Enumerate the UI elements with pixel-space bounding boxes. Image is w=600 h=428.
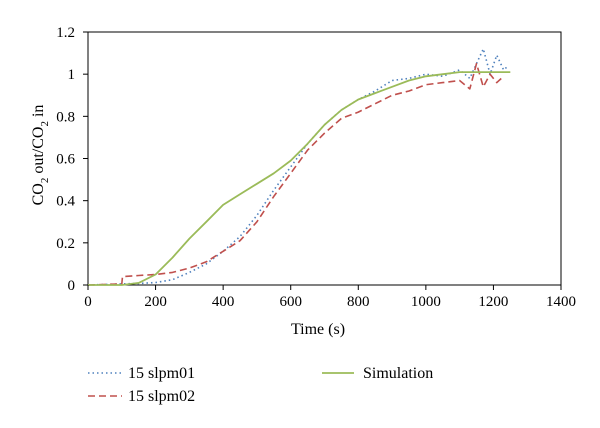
x-tick-label: 1400 — [546, 294, 576, 310]
y-axis-title-sub-2: 2 — [39, 121, 51, 127]
y-tick-label: 0.4 — [56, 194, 75, 210]
legend-label-15-slpm01: 15 slpm01 — [128, 365, 195, 382]
x-tick-label: 800 — [347, 294, 370, 310]
x-tick-label: 1200 — [478, 294, 508, 310]
plot-frame — [87, 31, 562, 286]
x-tick-label: 600 — [279, 294, 302, 310]
legend: 15 slpm01 15 slpm02 Simulation — [88, 365, 433, 405]
legend-label-15-slpm02: 15 slpm02 — [128, 388, 195, 405]
x-tick-label: 400 — [212, 294, 235, 310]
axes — [87, 31, 562, 286]
series-line-15-slpm01 — [87, 48, 510, 286]
series-line-simulation — [88, 71, 511, 286]
x-tick-label: 200 — [144, 294, 167, 310]
y-axis-title-part-3: in — [30, 105, 47, 121]
series-layer — [87, 48, 511, 286]
ticks: 0 200 400 600 800 1000 1200 1400 0 0.2 0.4 0.6 0.8 1 1… — [56, 25, 576, 310]
y-tick-label: 0.6 — [56, 152, 75, 168]
x-tick-label: 0 — [84, 294, 92, 310]
y-tick-label: 0.8 — [56, 109, 75, 125]
y-axis-title: CO2 out/CO2 in — [30, 105, 51, 206]
y-tick-label: 0.2 — [56, 236, 75, 252]
y-axis-title-part-1: CO — [30, 183, 47, 205]
x-tick-label: 1000 — [411, 294, 441, 310]
y-tick-label: 1.2 — [56, 25, 75, 41]
x-axis-title: Time (s) — [291, 321, 345, 338]
y-axis-title-sub-1: 2 — [39, 178, 51, 184]
y-axis-title-part-2: out/CO — [30, 127, 47, 178]
y-tick-label: 0 — [68, 278, 76, 294]
y-tick-label: 1 — [68, 67, 76, 83]
series-line-15-slpm02 — [87, 62, 505, 286]
legend-label-simulation: Simulation — [363, 365, 433, 382]
